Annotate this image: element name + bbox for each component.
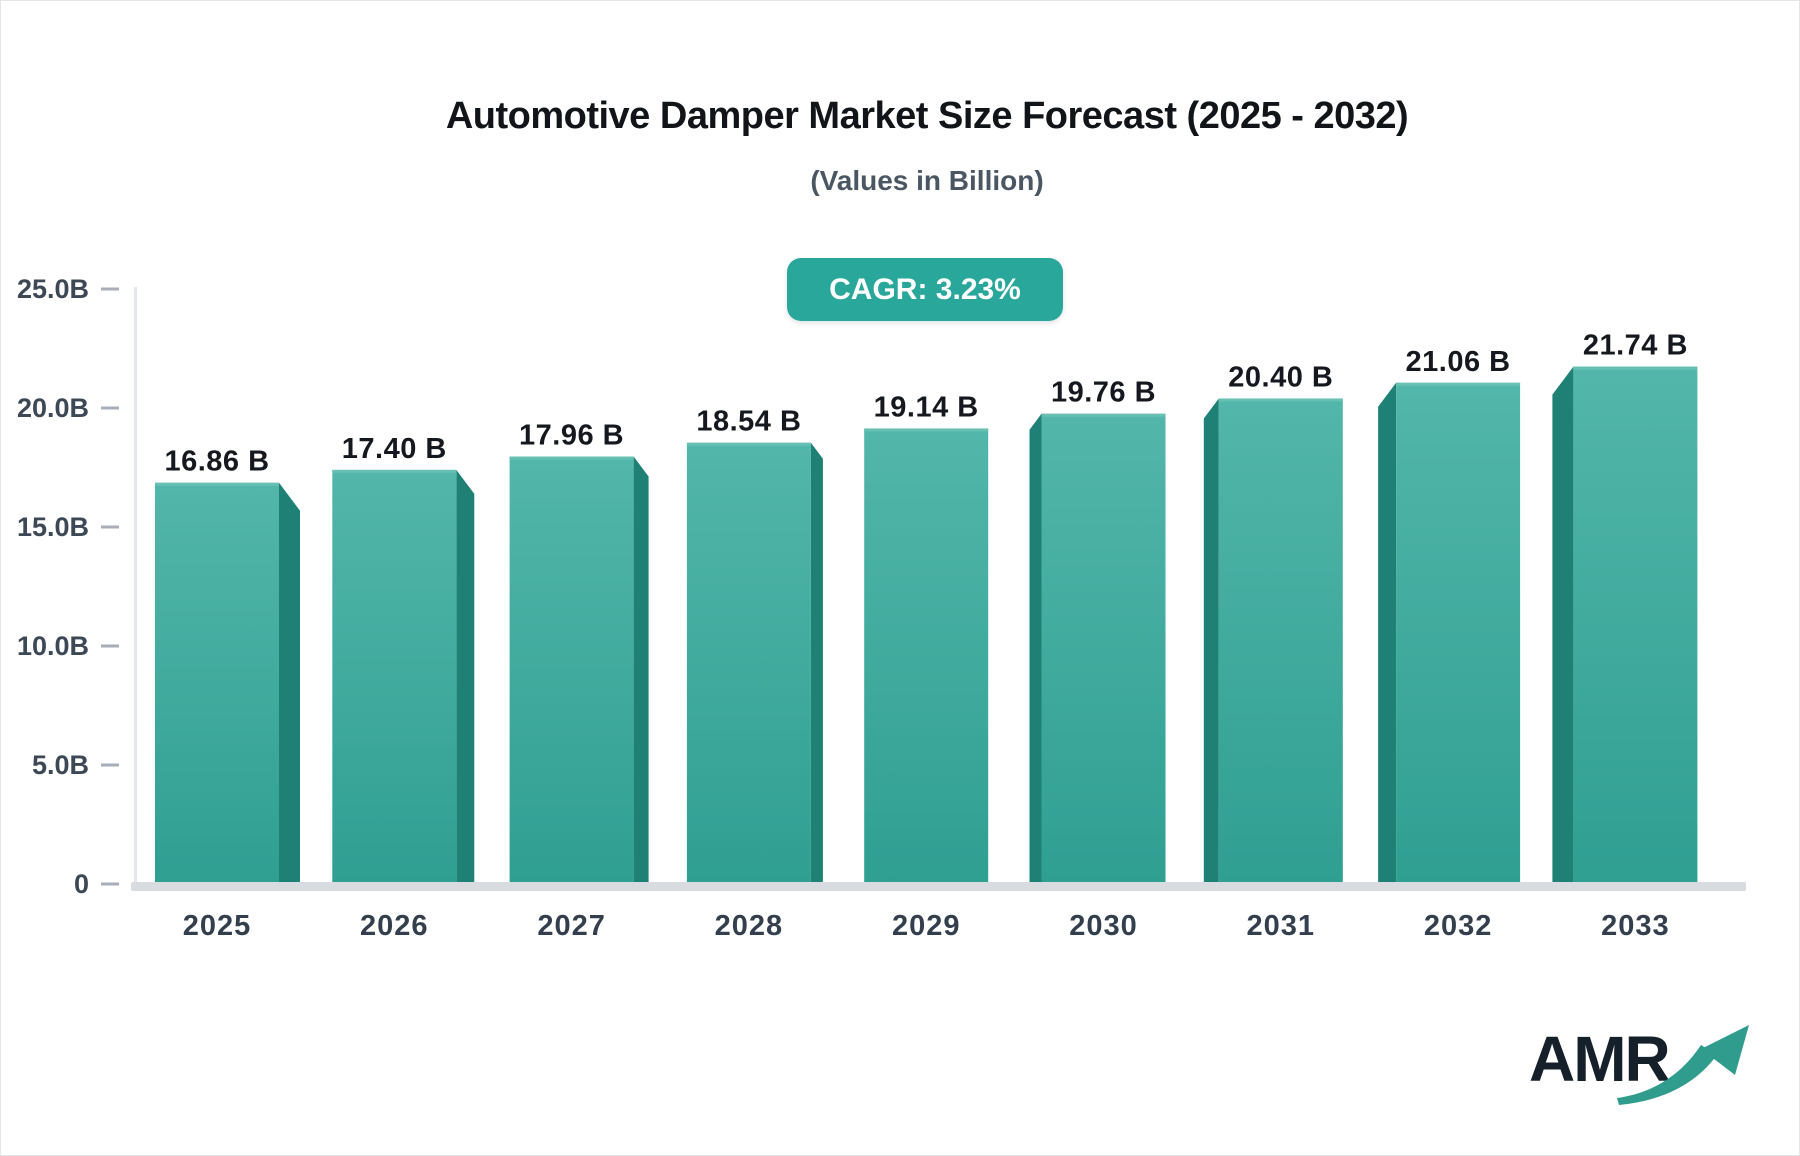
- y-tick-label: 5.0B: [32, 750, 89, 780]
- bar-main-face: [332, 469, 457, 884]
- amr-logo-text: AMR: [1529, 1023, 1671, 1095]
- bar-main-face: [1218, 398, 1343, 884]
- bar-top-highlight: [1573, 366, 1698, 370]
- cagr-badge: CAGR: 3.23%: [787, 258, 1063, 321]
- y-tick-label: 25.0B: [17, 274, 89, 304]
- x-axis-label: 2029: [892, 910, 961, 942]
- bar-main-face: [155, 482, 279, 884]
- bar-2028: [686, 442, 823, 884]
- y-tick-label: 10.0B: [17, 631, 89, 661]
- bar-value-label: 19.76 B: [1051, 377, 1156, 409]
- x-axis-label: 2027: [537, 910, 606, 942]
- bar-side-face: [1029, 413, 1042, 884]
- x-axis-label: 2032: [1424, 910, 1493, 942]
- bar-top-highlight: [1396, 382, 1521, 386]
- bar-top-highlight: [155, 482, 279, 486]
- bar-top-highlight: [864, 428, 989, 432]
- bar-2025: [155, 482, 300, 884]
- bar-top-highlight: [1041, 413, 1166, 417]
- bar-value-label: 17.96 B: [519, 420, 624, 452]
- bar-side-face: [1203, 398, 1219, 884]
- bar-side-face: [1552, 366, 1574, 884]
- x-axis-label: 2033: [1601, 910, 1670, 942]
- bar-value-label: 20.40 B: [1228, 361, 1333, 393]
- chart-title: Automotive Damper Market Size Forecast (…: [445, 95, 1409, 137]
- bar-value-label: 17.40 B: [342, 433, 447, 465]
- x-axis-label: 2028: [715, 910, 784, 942]
- bar-side-face: [456, 469, 475, 884]
- bar-2033: [1552, 366, 1698, 884]
- bar-side-face: [1378, 382, 1397, 884]
- bar-2029: [864, 428, 989, 884]
- bar-2026: [332, 469, 475, 884]
- bar-value-label: 18.54 B: [696, 406, 801, 438]
- bar-main-face: [1041, 413, 1166, 884]
- bar-2027: [509, 456, 649, 884]
- bar-2031: [1203, 398, 1343, 884]
- bar-main-face: [509, 456, 634, 884]
- x-axis-label: 2025: [183, 910, 252, 942]
- cagr-badge-label: CAGR: 3.23%: [829, 272, 1021, 306]
- bar-side-face: [279, 482, 300, 884]
- bar-main-face: [686, 442, 811, 884]
- bar-main-face: [1396, 382, 1521, 884]
- bar-value-label: 21.74 B: [1583, 330, 1688, 362]
- logo-arrow-icon: [1617, 1025, 1749, 1105]
- bar-side-face: [633, 456, 649, 884]
- y-axis-line: [134, 287, 137, 884]
- y-tick-label: 20.0B: [17, 393, 89, 423]
- bar-value-label: 19.14 B: [874, 391, 979, 423]
- y-tick-label: 15.0B: [17, 512, 89, 542]
- bar-value-label: 21.06 B: [1406, 346, 1511, 378]
- bar-2032: [1378, 382, 1521, 884]
- bar-value-label: 16.86 B: [164, 446, 269, 478]
- bar-top-highlight: [509, 456, 634, 460]
- x-axis-baseline: [131, 882, 1746, 891]
- bar-top-highlight: [332, 469, 457, 473]
- y-tick-label: 0: [74, 869, 89, 899]
- amr-logo: AMR: [1529, 1025, 1779, 1122]
- x-axis-label: 2030: [1069, 910, 1138, 942]
- bar-main-face: [864, 428, 989, 884]
- bar-top-highlight: [1218, 398, 1343, 402]
- bar-top-highlight: [686, 442, 811, 446]
- x-axis-label: 2026: [360, 910, 429, 942]
- chart-subtitle: (Values in Billion): [810, 165, 1044, 196]
- bar-side-face: [810, 442, 823, 884]
- bar-main-face: [1573, 366, 1698, 884]
- x-axis-label: 2031: [1247, 910, 1316, 942]
- bar-2030: [1029, 413, 1166, 884]
